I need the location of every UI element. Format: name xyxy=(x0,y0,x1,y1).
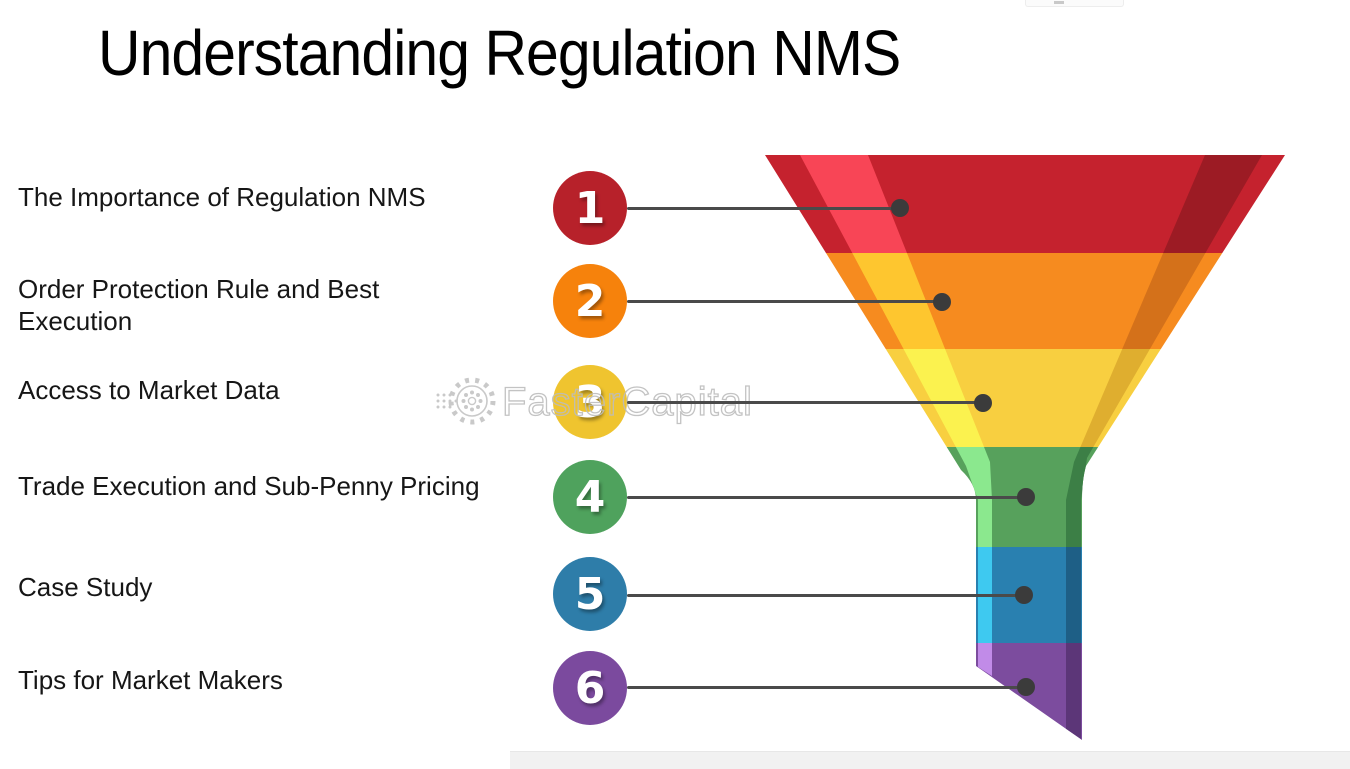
watermark: FasterCapital xyxy=(436,377,753,425)
connector-line-5 xyxy=(627,594,1024,597)
step-label-3: Access to Market Data xyxy=(18,375,280,405)
step-number-3: 3 xyxy=(574,376,606,428)
connector-line-6 xyxy=(627,686,1026,689)
bottom-strip xyxy=(510,751,1350,769)
step-number-5: 5 xyxy=(574,568,606,620)
step-label-4: Trade Execution and Sub-Penny Pricing xyxy=(18,471,480,501)
connector-dot-3 xyxy=(974,394,992,412)
funnel-band-yellow xyxy=(765,349,1285,447)
connector-dot-2 xyxy=(933,293,951,311)
step-number-2: 2 xyxy=(574,275,606,327)
cropped-tooltip-artifact xyxy=(1025,0,1124,7)
step-label-2: Order Protection Rule and Best Execution xyxy=(18,274,380,336)
cropped-tooltip-mark xyxy=(1054,1,1064,4)
step-label-1: The Importance of Regulation NMS xyxy=(18,182,426,212)
step-circle-5: 5 xyxy=(553,557,627,631)
connector-dot-6 xyxy=(1017,678,1035,696)
gear-icon xyxy=(436,377,496,425)
step-circle-4: 4 xyxy=(553,460,627,534)
connector-line-2 xyxy=(627,300,942,303)
step-number-6: 6 xyxy=(574,662,606,714)
step-number-1: 1 xyxy=(574,182,606,234)
step-circle-2: 2 xyxy=(553,264,627,338)
page-title: Understanding Regulation NMS xyxy=(98,17,901,89)
step-label-5: Case Study xyxy=(18,572,153,602)
step-circle-1: 1 xyxy=(553,171,627,245)
connector-dot-5 xyxy=(1015,586,1033,604)
connector-line-1 xyxy=(627,207,900,210)
step-circle-3: 3 xyxy=(553,365,627,439)
connector-dot-4 xyxy=(1017,488,1035,506)
step-label-6: Tips for Market Makers xyxy=(18,665,283,695)
connector-line-4 xyxy=(627,496,1026,499)
step-circle-6: 6 xyxy=(553,651,627,725)
step-number-4: 4 xyxy=(574,471,606,523)
connector-dot-1 xyxy=(891,199,909,217)
connector-line-3 xyxy=(627,401,983,404)
